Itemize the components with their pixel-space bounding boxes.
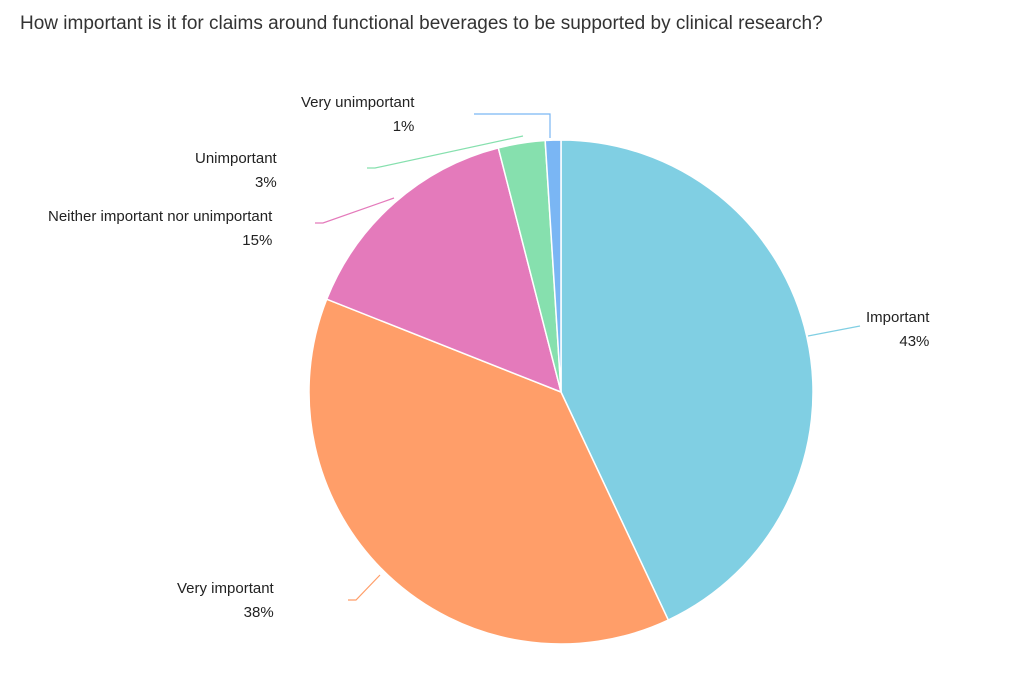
pie-slice-important [560, 139, 814, 621]
slice-labels: Important 43% Very important 38% Neither imp… [48, 94, 930, 621]
slice-value-unimportant: 3% [255, 174, 277, 191]
leader-line-very-important [348, 574, 381, 601]
slice-value-neither-important-nor-unimportant: 15% [242, 232, 272, 249]
slice-label-very-important: Very important [177, 580, 275, 597]
pie-slice-very-unimportant [544, 139, 562, 393]
slice-value-very-important: 38% [244, 604, 274, 621]
pie-slices [308, 139, 814, 645]
slice-value-very-unimportant: 1% [393, 118, 415, 135]
slice-label-unimportant: Unimportant [195, 150, 278, 167]
slice-label-very-unimportant: Very unimportant [301, 94, 415, 111]
slice-value-important: 43% [899, 333, 929, 350]
chart-title: How important is it for claims around fu… [20, 13, 823, 34]
slice-label-important: Important [866, 309, 930, 326]
leader-lines [315, 113, 861, 601]
pie-slice-neither-important-nor-unimportant [325, 147, 562, 393]
leader-line-very-unimportant [474, 113, 551, 138]
leader-line-important [807, 325, 861, 337]
slice-label-neither-important-nor-unimportant: Neither important nor unimportant [48, 208, 273, 225]
pie-slice-very-important [308, 298, 670, 645]
leader-line-neither-important-nor-unimportant [315, 197, 395, 224]
leader-line-unimportant [367, 135, 524, 169]
